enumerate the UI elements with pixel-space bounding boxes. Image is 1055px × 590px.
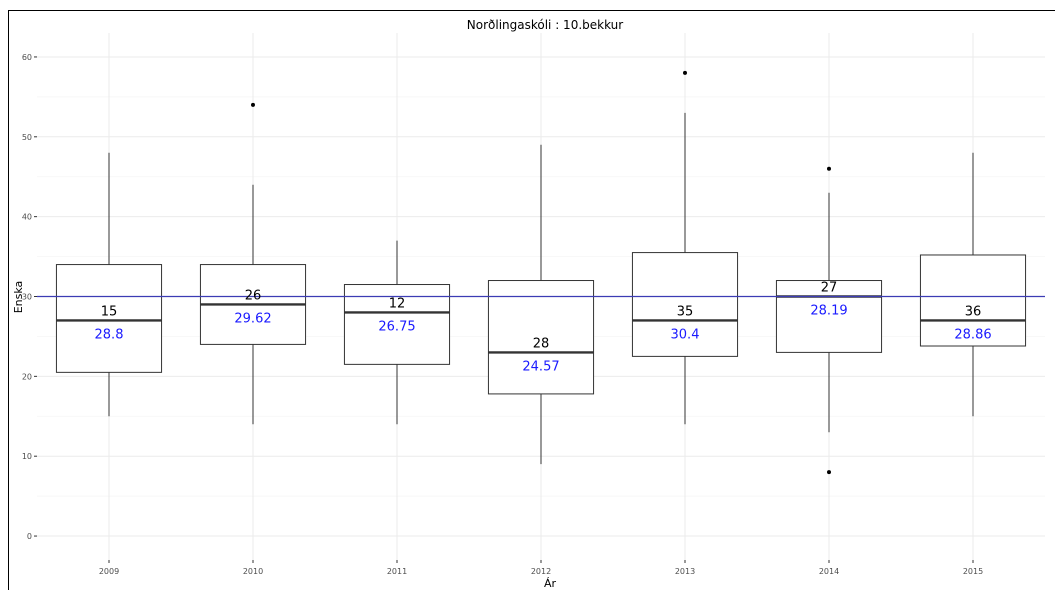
y-axis-ticks: 0 10 20 30 40 50 60 [22, 53, 37, 541]
box-2012 [487, 144, 595, 465]
outlier-point [827, 470, 831, 475]
x-tick-label: 2015 [963, 567, 983, 576]
x-tick-label: 2013 [675, 567, 695, 576]
box-iqr [55, 264, 163, 373]
box-2010 [199, 102, 307, 425]
count-label: 12 [389, 296, 406, 311]
box-2015 [919, 152, 1027, 417]
mean-label: 26.75 [378, 319, 415, 334]
box-2011 [343, 240, 451, 425]
chart-title: Norðlingaskóli : 10.bekkur [467, 18, 624, 32]
chart-frame [8, 10, 1055, 590]
x-tick-label: 2011 [387, 567, 407, 576]
box-labels: 15 28.8 26 29.62 12 26.75 28 24.57 35 30.4 27 28.19… [95, 281, 992, 375]
x-tick-label: 2012 [531, 567, 551, 576]
box-iqr [775, 280, 883, 353]
y-tick-label: 10 [22, 452, 32, 461]
box-2013 [631, 70, 739, 425]
boxes-group [55, 70, 1027, 475]
mean-label: 29.62 [234, 311, 271, 326]
mean-label: 28.86 [954, 327, 991, 342]
y-axis-title: Enska [12, 281, 25, 314]
count-label: 28 [533, 336, 550, 351]
count-label: 36 [965, 304, 982, 319]
x-tick-label: 2010 [243, 567, 263, 576]
y-tick-label: 30 [22, 293, 32, 302]
y-tick-label: 50 [22, 133, 32, 142]
y-tick-label: 40 [22, 213, 32, 222]
x-tick-label: 2014 [819, 567, 839, 576]
mean-label: 24.57 [522, 359, 559, 374]
outlier-point [683, 70, 687, 75]
box-2009 [55, 152, 163, 417]
x-tick-label: 2009 [99, 567, 119, 576]
box-iqr [631, 252, 739, 357]
y-tick-label: 60 [22, 53, 32, 62]
x-axis-title: Ár [544, 577, 557, 590]
mean-label: 28.19 [810, 304, 847, 319]
x-axis-ticks: 2009 2010 2011 2012 2013 2014 2015 [99, 560, 983, 576]
count-label: 15 [101, 304, 118, 319]
outlier-point [251, 102, 255, 107]
box-iqr [919, 254, 1027, 347]
box-iqr [487, 280, 595, 395]
box-iqr [343, 284, 451, 365]
count-label: 26 [245, 288, 262, 303]
mean-label: 28.8 [95, 327, 124, 342]
y-tick-label: 20 [22, 372, 32, 381]
y-tick-label: 0 [27, 532, 32, 541]
count-label: 35 [677, 304, 694, 319]
count-label: 27 [821, 281, 838, 296]
mean-label: 30.4 [671, 327, 700, 342]
outlier-point [827, 166, 831, 171]
